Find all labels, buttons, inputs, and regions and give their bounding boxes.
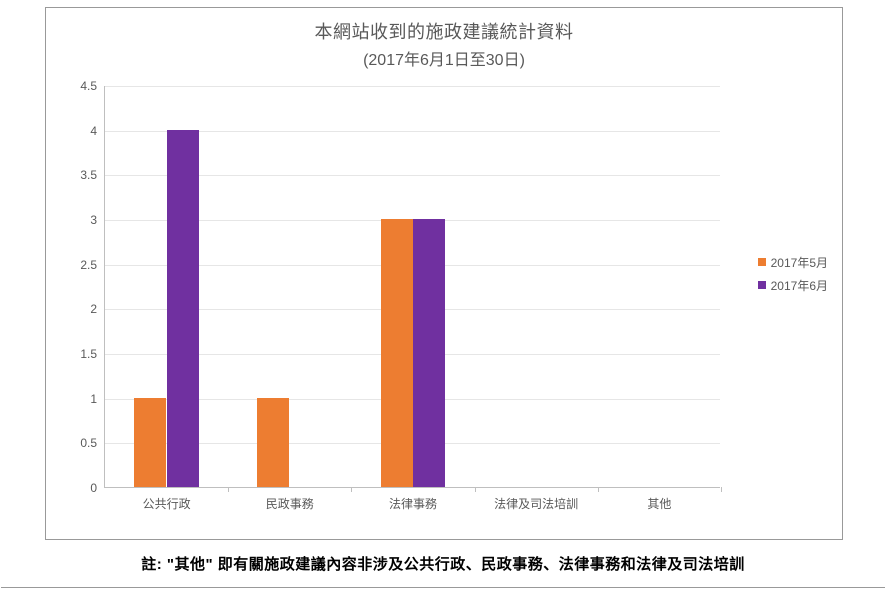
legend-item: 2017年6月 bbox=[758, 277, 828, 294]
y-tick-label: 2.5 bbox=[80, 258, 97, 272]
legend-swatch bbox=[758, 258, 766, 266]
y-tick-label: 4 bbox=[90, 124, 97, 138]
x-tick-label: 民政事務 bbox=[266, 495, 314, 512]
x-tick-label: 法律事務 bbox=[389, 495, 437, 512]
legend-label: 2017年6月 bbox=[771, 277, 828, 294]
legend-swatch bbox=[758, 281, 766, 289]
legend-label: 2017年5月 bbox=[771, 254, 828, 271]
legend-item: 2017年5月 bbox=[758, 254, 828, 271]
x-tick-label: 法律及司法培訓 bbox=[494, 495, 578, 512]
footnote: 註: "其他" 即有關施政建議內容非涉及公共行政、民政事務、法律事務和法律及司法… bbox=[1, 553, 885, 574]
y-tick-label: 1.5 bbox=[80, 347, 97, 361]
bar-chart-plot: 00.511.522.533.544.5公共行政民政事務法律事務法律及司法培訓其… bbox=[104, 86, 720, 488]
y-tick-label: 3 bbox=[90, 213, 97, 227]
x-tick bbox=[351, 487, 352, 492]
chart-card: 本網站收到的施政建議統計資料 (2017年6月1日至30日) 00.511.52… bbox=[45, 7, 843, 540]
y-tick-label: 2 bbox=[90, 302, 97, 316]
legend: 2017年5月 2017年6月 bbox=[758, 248, 828, 300]
x-tick bbox=[721, 487, 722, 492]
grid-line bbox=[105, 86, 720, 87]
y-tick-label: 1 bbox=[90, 392, 97, 406]
chart-subtitle: (2017年6月1日至30日) bbox=[46, 46, 842, 70]
bar bbox=[167, 130, 199, 487]
x-tick bbox=[598, 487, 599, 492]
bar bbox=[134, 398, 166, 487]
x-tick-label: 其他 bbox=[647, 495, 671, 512]
bar bbox=[257, 398, 289, 487]
x-tick-label: 公共行政 bbox=[143, 495, 191, 512]
x-tick bbox=[228, 487, 229, 492]
page-frame: 本網站收到的施政建議統計資料 (2017年6月1日至30日) 00.511.52… bbox=[1, 1, 885, 588]
x-tick bbox=[475, 487, 476, 492]
y-tick-label: 0.5 bbox=[80, 436, 97, 450]
chart-title: 本網站收到的施政建議統計資料 bbox=[46, 18, 842, 44]
bar bbox=[413, 219, 445, 487]
bar bbox=[381, 219, 413, 487]
y-tick-label: 3.5 bbox=[80, 168, 97, 182]
y-tick-label: 4.5 bbox=[80, 79, 97, 93]
y-tick-label: 0 bbox=[90, 481, 97, 495]
